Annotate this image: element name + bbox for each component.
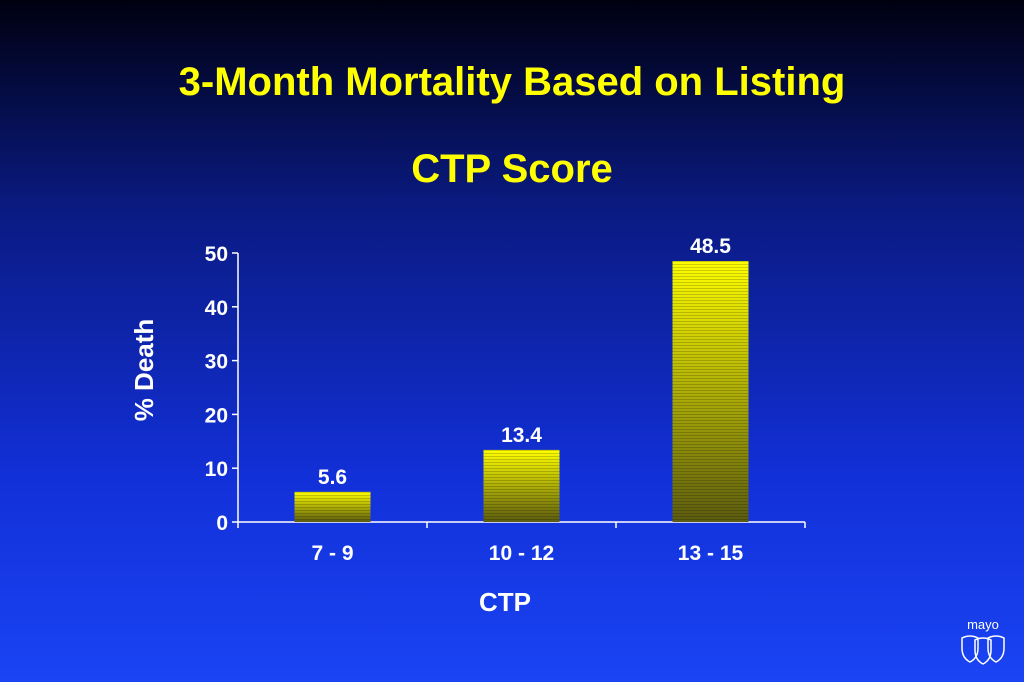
data-labels: 5.6 13.4 48.5 <box>318 235 731 489</box>
data-label: 13.4 <box>501 424 542 447</box>
bar-texture <box>294 491 371 522</box>
x-tick-label: 7 - 9 <box>311 542 353 565</box>
y-axis: 0 10 20 30 40 50 <box>205 243 239 535</box>
y-tick-label: 30 <box>205 351 228 374</box>
bar-texture <box>483 449 560 522</box>
slide-title-line2: CTP Score <box>411 147 613 191</box>
x-tick-label: 10 - 12 <box>489 542 554 565</box>
mayo-logo: mayo <box>958 618 1008 668</box>
logo-text: mayo <box>967 617 999 632</box>
x-axis: 7 - 9 10 - 12 13 - 15 <box>237 521 806 565</box>
data-label: 5.6 <box>318 466 347 489</box>
data-label: 48.5 <box>690 235 731 258</box>
y-tick-label: 20 <box>205 404 228 427</box>
x-axis-label: CTP <box>479 587 531 617</box>
y-axis-label: % Death <box>129 319 159 422</box>
bars <box>294 261 749 522</box>
y-tick-label: 10 <box>205 458 228 481</box>
y-tick-label: 0 <box>216 512 228 535</box>
x-tick-label: 13 - 15 <box>678 542 744 565</box>
y-tick-label: 40 <box>205 297 228 320</box>
y-tick-label: 50 <box>205 243 228 266</box>
shield-icon <box>961 635 1005 665</box>
slide-title-line1: 3-Month Mortality Based on Listing <box>178 60 846 104</box>
bar-texture <box>672 261 749 522</box>
